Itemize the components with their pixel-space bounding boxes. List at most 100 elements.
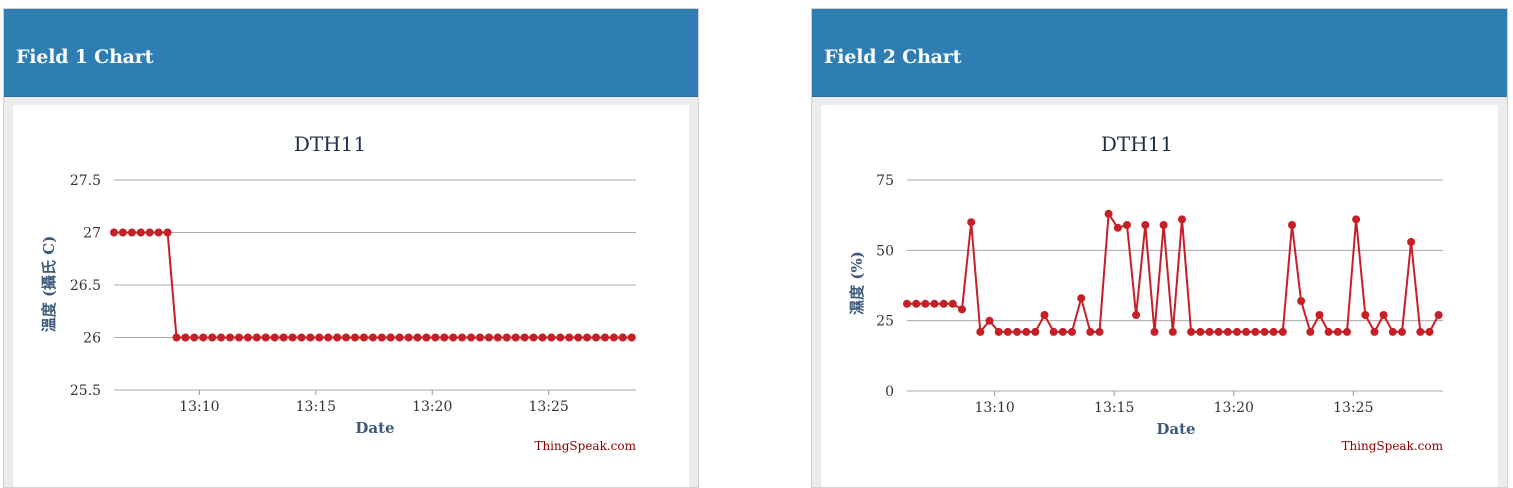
data-point [235,333,243,342]
data-point [118,228,127,237]
y-tick-label: 75 [876,173,894,189]
data-point [565,333,574,342]
data-point [154,228,163,237]
data-point [985,316,994,325]
data-point [1333,327,1342,336]
data-point [1104,209,1113,218]
data-point [127,228,136,237]
data-point [261,333,270,342]
series-line [907,212,1440,333]
data-point [431,333,440,342]
data-point [181,333,190,342]
data-point [1178,215,1186,224]
data-point [618,333,627,342]
field-2-chart: DTH11 75 50 25 0 13:10 13:15 13:20 13:25 Date 濕度 (… [848,132,1444,453]
data-point [1434,311,1443,319]
data-point [967,218,976,227]
data-point [1159,221,1168,229]
data-point [1123,221,1131,229]
data-point [1022,327,1031,336]
data-point [1196,327,1205,336]
data-point [306,333,315,342]
data-point [903,299,911,308]
data-point [609,333,618,342]
field-2-header: Field 2 Chart [812,9,1507,97]
data-point [226,333,234,342]
thingspeak-credit-link[interactable]: ThingSpeak.com [534,439,636,453]
data-point [1416,327,1425,336]
field-2-title: Field 2 Chart [824,46,962,68]
data-point [601,333,609,342]
data-point [574,333,583,342]
data-point [1205,327,1214,336]
data-point [359,333,368,342]
data-point [467,333,476,342]
data-point [190,333,199,342]
data-point [172,333,181,342]
data-point [1068,327,1076,336]
data-point [1223,327,1232,336]
data-point [1003,327,1012,336]
data-point [1113,223,1122,232]
data-point [1388,327,1397,336]
thingspeak-credit-link[interactable]: ThingSpeak.com [1341,439,1443,453]
data-point [1233,327,1241,336]
data-point [208,333,217,342]
data-point [1288,221,1296,229]
data-point [288,333,297,342]
data-point [1398,327,1406,336]
data-point [386,333,395,342]
field-1-header: Field 1 Chart [4,9,698,97]
data-point [342,333,351,342]
data-point [1086,327,1095,336]
data-point [1425,327,1434,336]
data-point [163,228,172,237]
data-point [1379,311,1388,319]
data-point [1352,215,1361,224]
data-point [1278,327,1287,336]
data-point [1013,327,1021,336]
y-axis-label: 濕度 (%) [848,251,866,315]
data-point [413,333,422,342]
y-tick-label: 50 [876,243,894,259]
data-point [1370,327,1379,336]
data-point [1315,311,1324,319]
data-point [1049,327,1058,336]
data-point [1297,297,1306,305]
data-point [529,333,538,342]
series-points [110,228,636,342]
data-point [333,333,342,342]
data-point [1214,327,1223,336]
data-point [547,333,556,342]
data-point [994,327,1003,336]
field-2-panel: Field 2 Chart DTH11 75 50 25 0 13:10 13:15 13:2… [811,8,1508,488]
data-point [948,299,957,308]
data-point [1150,327,1159,336]
field-2-chart-area: DTH11 75 50 25 0 13:10 13:15 13:20 13:25 Date 濕度 (… [821,105,1498,487]
x-tick-label: 13:25 [1333,400,1373,416]
data-point [252,333,261,342]
data-point [1343,327,1351,336]
data-point [243,333,252,342]
field-1-panel: Field 1 Chart DTH11 27.5 27 26.5 26 25.5 13:10… [3,8,699,488]
data-point [627,333,636,342]
data-point [110,228,118,237]
chart-title: DTH11 [1101,132,1173,156]
data-point [440,333,449,342]
y-tick-label: 27 [83,226,101,242]
data-point [583,333,592,342]
data-point [404,333,413,342]
x-tick-label: 13:10 [974,400,1014,416]
field-1-chart-area: DTH11 27.5 27 26.5 26 25.5 13:10 13:15 13:20 13:2… [13,105,689,487]
data-point [449,333,458,342]
data-point [912,299,921,308]
chart-title: DTH11 [294,132,366,156]
data-point [1132,311,1141,319]
x-axis-label: Date [355,419,394,437]
data-point [976,327,985,336]
y-tick-label: 0 [885,384,894,400]
data-point [270,333,279,342]
series-points [903,209,1443,336]
data-point [538,333,547,342]
data-point [395,333,404,342]
